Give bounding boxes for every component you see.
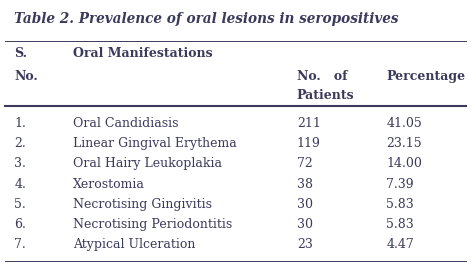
Text: 3.: 3.: [14, 157, 26, 171]
Text: Linear Gingival Erythema: Linear Gingival Erythema: [73, 137, 237, 150]
Text: 5.83: 5.83: [386, 218, 414, 231]
Text: 2.: 2.: [14, 137, 26, 150]
Text: 23.15: 23.15: [386, 137, 422, 150]
Text: Patients: Patients: [297, 89, 354, 102]
Text: 6.: 6.: [14, 218, 26, 231]
Text: 7.39: 7.39: [386, 178, 414, 191]
Text: Oral Hairy Leukoplakia: Oral Hairy Leukoplakia: [73, 157, 222, 171]
Text: Oral Candidiasis: Oral Candidiasis: [73, 117, 179, 130]
Text: 5.83: 5.83: [386, 198, 414, 211]
Text: 211: 211: [297, 117, 321, 130]
Text: 30: 30: [297, 218, 313, 231]
Text: 30: 30: [297, 198, 313, 211]
Text: 119: 119: [297, 137, 321, 150]
Text: Xerostomia: Xerostomia: [73, 178, 145, 191]
Text: 72: 72: [297, 157, 312, 171]
Text: 1.: 1.: [14, 117, 26, 130]
Text: 41.05: 41.05: [386, 117, 422, 130]
Text: 7.: 7.: [14, 238, 26, 251]
Text: Necrotising Gingivitis: Necrotising Gingivitis: [73, 198, 212, 211]
Text: 23: 23: [297, 238, 313, 251]
Text: 4.47: 4.47: [386, 238, 414, 251]
Text: 4.: 4.: [14, 178, 26, 191]
Text: Necrotising Periodontitis: Necrotising Periodontitis: [73, 218, 232, 231]
Text: No.   of: No. of: [297, 70, 347, 84]
Text: 38: 38: [297, 178, 313, 191]
Text: S.: S.: [14, 47, 27, 60]
Text: Percentage: Percentage: [386, 70, 465, 84]
Text: Oral Manifestations: Oral Manifestations: [73, 47, 212, 60]
Text: No.: No.: [14, 70, 38, 84]
Text: Atypical Ulceration: Atypical Ulceration: [73, 238, 195, 251]
Text: Table 2. Prevalence of oral lesions in seropositives: Table 2. Prevalence of oral lesions in s…: [14, 12, 398, 26]
Text: 14.00: 14.00: [386, 157, 422, 171]
Text: 5.: 5.: [14, 198, 26, 211]
